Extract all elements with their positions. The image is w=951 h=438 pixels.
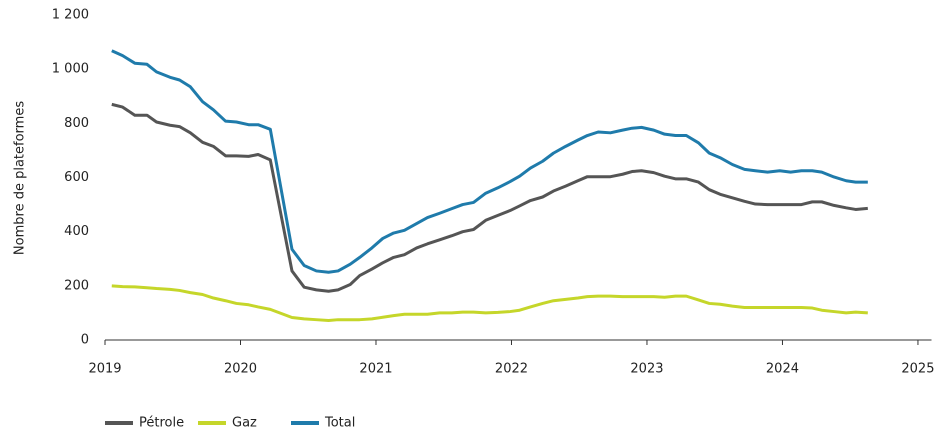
line xyxy=(111,102,868,293)
x-tick-label: 2023 xyxy=(630,362,663,377)
x-tick-label: 2022 xyxy=(495,362,528,377)
y-tick-label: 200 xyxy=(64,278,89,293)
legend-label: Total xyxy=(324,416,355,431)
y-tick-label: 1 200 xyxy=(52,8,89,23)
x-tick-label: 2024 xyxy=(766,362,799,377)
x-tick-label: 2025 xyxy=(901,362,934,377)
line xyxy=(111,49,868,274)
y-tick-label: 600 xyxy=(64,170,89,185)
x-tick-label: 2021 xyxy=(359,362,392,377)
y-axis-label: Nombre de plateformes xyxy=(13,101,28,255)
y-tick-label: 800 xyxy=(64,116,89,131)
y-tick-label: 0 xyxy=(81,333,89,348)
x-tick-label: 2019 xyxy=(88,362,121,377)
line xyxy=(111,284,868,322)
x-tick-label: 2020 xyxy=(224,362,257,377)
legend-label: Gaz xyxy=(232,416,257,431)
y-tick-label: 1 000 xyxy=(52,62,89,77)
y-tick-label: 400 xyxy=(64,224,89,239)
legend-label: Pétrole xyxy=(139,416,184,431)
